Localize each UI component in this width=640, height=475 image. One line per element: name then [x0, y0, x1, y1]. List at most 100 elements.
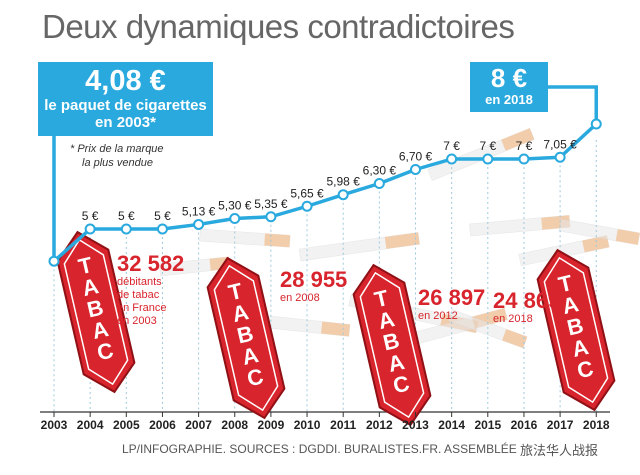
tabac-letter: T	[556, 270, 575, 298]
x-tick-label: 2014	[438, 418, 465, 432]
tabac-letter: A	[230, 299, 251, 327]
tobacconists-count: 26 897	[418, 285, 486, 310]
footnote-line-2: la plus vendue	[82, 157, 153, 169]
tobacconists-count: 32 582	[117, 251, 185, 276]
data-point	[337, 189, 349, 201]
data-point	[554, 151, 566, 163]
footnote: * Prix de la marque la plus vendue	[70, 142, 164, 170]
price-2003-callout: 4,08 € le paquet de cigarettes en 2003*	[38, 62, 213, 136]
tabac-letter: T	[76, 252, 95, 280]
cigarette-4	[199, 228, 291, 248]
source-line: LP/INFOGRAPHIE. SOURCES : DGDDI. BURALIS…	[122, 442, 517, 456]
tabac-letter: B	[85, 295, 106, 323]
price-label: 5 €	[154, 209, 171, 223]
x-tick-label: 2012	[366, 418, 393, 432]
x-tick-label: 2011	[330, 418, 356, 432]
data-point	[120, 223, 132, 235]
x-tick-label: 2009	[258, 418, 285, 432]
x-tick-label: 2007	[185, 418, 212, 432]
price-label: 5,98 €	[327, 175, 361, 189]
tabac-letter: A	[240, 342, 261, 370]
tabac-letter: A	[570, 334, 591, 362]
data-point	[48, 255, 60, 267]
callout-connector	[548, 85, 598, 124]
cigarette-5	[518, 235, 610, 267]
data-point	[156, 223, 168, 235]
price-label: 5,65 €	[290, 186, 324, 200]
data-point	[301, 200, 313, 212]
price-label: 7 €	[443, 139, 460, 153]
tobacconists-text: en 2003	[117, 315, 157, 327]
tobacconists-2008: 28 955 en 2008	[280, 268, 347, 305]
cigarette-0	[298, 232, 420, 262]
tabac-letter: B	[235, 321, 256, 349]
footnote-line-1: * Prix de la marque	[70, 143, 164, 155]
tobacconists-2018: 24 869 en 2018	[493, 289, 560, 326]
x-tick-label: 2005	[113, 418, 140, 432]
data-point	[446, 153, 458, 165]
price-label: 5,30 €	[218, 199, 252, 213]
data-point	[518, 153, 530, 165]
data-point	[84, 223, 96, 235]
tobacconists-count: 24 869	[493, 288, 561, 313]
data-point	[229, 213, 241, 224]
data-point	[373, 178, 385, 189]
data-point	[193, 218, 205, 230]
tobacconists-2012: 26 897 en 2012	[418, 286, 485, 323]
price-line	[52, 122, 598, 263]
tobacconists-text: en France	[117, 302, 167, 314]
tabac-letter: C	[245, 363, 266, 391]
tabac-letter: A	[90, 316, 111, 344]
tobacconists-text: de tabac	[117, 289, 160, 301]
tobacconists-text: débitants	[117, 276, 162, 288]
price-2003: 4,08 €	[85, 65, 166, 97]
watermark: 旅法华人战报	[520, 444, 599, 459]
x-tick-label: 2010	[294, 418, 321, 432]
price-label: 7,05 €	[543, 137, 577, 151]
tabac-letter: A	[386, 349, 407, 377]
x-tick-label: 2013	[402, 418, 429, 432]
tobacconists-count: 28 955	[280, 267, 348, 292]
tobacconists-text: en 2008	[280, 292, 320, 304]
price-label: 5,13 €	[182, 204, 216, 218]
x-tick-label: 2018	[583, 418, 610, 432]
tabac-letter: T	[226, 278, 245, 306]
tabac-letter: A	[80, 273, 101, 301]
data-point	[410, 164, 421, 175]
data-point	[590, 118, 602, 130]
price-2003-desc-1: le paquet de cigarettes	[44, 97, 207, 114]
tabac-letter: C	[391, 370, 412, 398]
cigarette-2	[469, 215, 571, 237]
price-2018-desc: en 2018	[485, 92, 533, 107]
tabac-letter: B	[565, 313, 586, 341]
x-tick-label: 2016	[511, 418, 538, 432]
price-label: 5,35 €	[254, 197, 288, 211]
price-label: 7 €	[479, 139, 496, 153]
tobacconists-text: en 2018	[493, 313, 533, 325]
chart-title: Deux dynamiques contradictoires	[42, 8, 515, 45]
tabac-letter: C	[575, 355, 596, 383]
tabac-letter: C	[95, 337, 116, 365]
price-label: 7 €	[516, 139, 533, 153]
tabac-letter: A	[560, 291, 581, 319]
price-2018: 8 €	[490, 63, 528, 93]
tobacconists-text: en 2012	[418, 310, 458, 322]
x-tick-label: 2003	[41, 418, 68, 432]
x-tick-label: 2008	[221, 418, 248, 432]
price-label: 5 €	[82, 209, 99, 223]
x-tick-label: 2006	[149, 418, 176, 432]
data-point	[265, 211, 277, 223]
x-tick-label: 2004	[77, 418, 104, 432]
cigarette-10	[558, 218, 640, 246]
price-2018-callout: 8 € en 2018	[470, 62, 548, 112]
tabac-letter: A	[376, 306, 397, 334]
x-tick-label: 2015	[474, 418, 501, 432]
price-2003-desc-2: en 2003*	[95, 114, 156, 131]
price-label: 6,30 €	[363, 164, 397, 178]
